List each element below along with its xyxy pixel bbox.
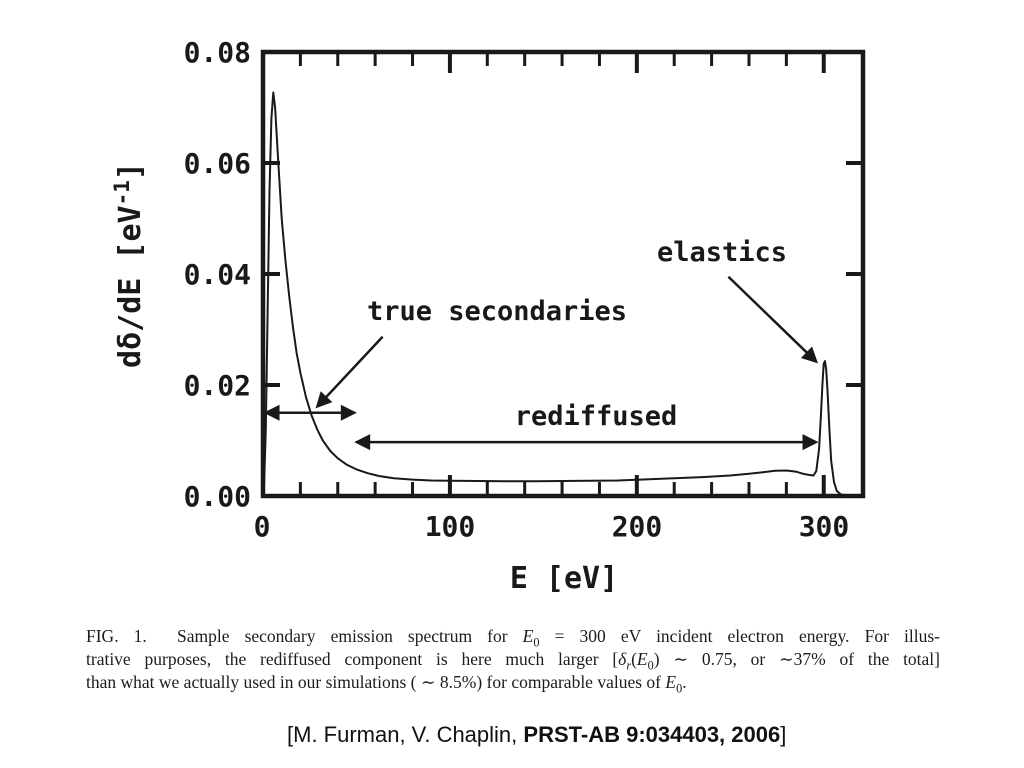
x-tick-label: 300 [799,510,850,543]
caption-line: than what we actually used in our simula… [86,672,687,696]
y-axis-title: dδ/dE [eV-1] [110,162,148,368]
axis-ticks [265,54,861,494]
y-tick-label: 0.06 [184,147,251,180]
annotation-rediffused: rediffused [515,401,678,432]
x-tick-label: 100 [425,510,476,543]
x-tick-label: 0 [254,510,271,543]
annotation-arrows [263,275,819,451]
figure-caption: FIG. 1. Sample secondary emission spectr… [86,625,940,696]
y-tick-label: 0.04 [184,258,251,291]
spectrum-curve [262,91,863,497]
x-axis-title: E [eV] [510,561,618,596]
caption-line: FIG. 1. Sample secondary emission spectr… [86,626,940,650]
annotation-elastics: elastics [657,237,787,268]
y-tick-label: 0.02 [184,369,251,402]
y-tick-label: 0.00 [184,480,251,513]
caption-line: trative purposes, the rediffused compone… [86,649,940,673]
y-tick-label: 0.08 [184,36,251,69]
plot-frame [260,49,866,499]
annotation-true-secondaries: true secondaries [367,296,627,327]
citation: [M. Furman, V. Chaplin, PRST-AB 9:034403… [287,722,787,747]
figure-plot: 0.08 0.06 0.04 0.02 0.00 0 100 200 300 E… [110,36,866,596]
x-tick-label: 200 [612,510,663,543]
